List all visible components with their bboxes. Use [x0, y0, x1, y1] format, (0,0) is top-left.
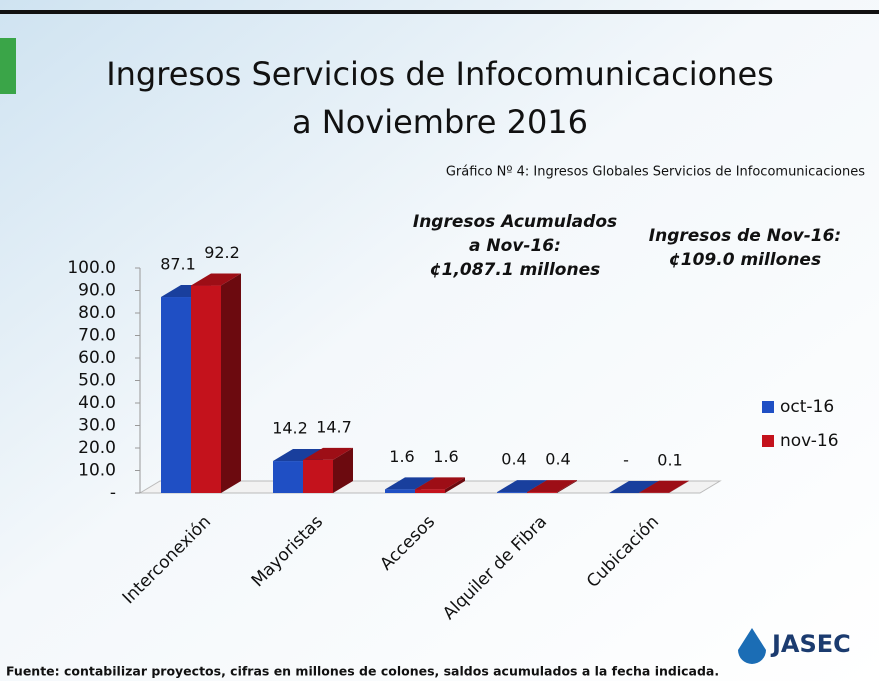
value-label: 14.7: [316, 417, 352, 436]
y-tick-label: 90.0: [78, 281, 116, 301]
value-label: 1.6: [389, 447, 414, 466]
logo-icon: [738, 628, 766, 664]
bar-top: [497, 480, 547, 493]
y-tick-label: 100.0: [67, 258, 116, 278]
bar-top: [639, 480, 689, 493]
accent-bar: [0, 38, 16, 94]
legend-swatch: [762, 401, 774, 413]
bar-side: [333, 447, 353, 493]
annotation-line: ¢109.0 millones: [669, 250, 821, 270]
annotation: Ingresos Acumulados a Nov-16: ¢1,087.1 m…: [413, 212, 841, 280]
y-tick-label: 80.0: [78, 303, 116, 323]
bar: [273, 461, 303, 493]
value-label: 0.4: [501, 450, 526, 469]
annotation-line: Ingresos Acumulados: [413, 212, 617, 232]
bar-top: [609, 481, 659, 493]
annotation-line: a Nov-16:: [469, 236, 561, 256]
title: Ingresos Servicios de Infocomunicaciones: [106, 55, 774, 93]
bar-side: [221, 273, 241, 493]
value-label: 14.2: [272, 419, 308, 438]
y-tick-label: 10.0: [78, 461, 116, 481]
bar-top: [527, 480, 577, 493]
bar: [415, 489, 445, 493]
footnote: Fuente: contabilizar proyectos, cifras e…: [6, 664, 719, 679]
bar: [527, 492, 557, 493]
value-label: -: [623, 451, 629, 470]
value-label: 92.2: [204, 243, 240, 262]
y-tick-label: 40.0: [78, 393, 116, 413]
subtitle: Gráfico Nº 4: Ingresos Globales Servicio…: [446, 165, 865, 180]
title: a Noviembre 2016: [292, 103, 588, 141]
y-tick-label: 30.0: [78, 416, 116, 436]
annotation-line: ¢1,087.1 millones: [430, 260, 600, 280]
y-tick-label: -: [110, 483, 116, 503]
value-label: 87.1: [160, 255, 196, 274]
bar-top: [415, 477, 465, 490]
bar-side: [557, 480, 577, 493]
bar-top: [303, 447, 353, 460]
bar: [161, 297, 191, 493]
logo: JASEC: [770, 630, 851, 658]
bar-side: [445, 477, 465, 493]
top-border: [0, 10, 879, 14]
bar-side: [669, 480, 689, 493]
bar: [497, 492, 527, 493]
bar-top: [273, 449, 323, 462]
bar-top: [191, 273, 241, 286]
y-tick-label: 60.0: [78, 348, 116, 368]
legend-label: nov-16: [780, 431, 839, 451]
y-tick-label: 50.0: [78, 371, 116, 391]
value-label: 0.1: [657, 450, 682, 469]
y-tick-label: 70.0: [78, 326, 116, 346]
value-label: 0.4: [545, 450, 570, 469]
bar: [191, 285, 221, 493]
bar: [385, 489, 415, 493]
legend-swatch: [762, 435, 774, 447]
bar-top: [385, 477, 435, 490]
legend-label: oct-16: [780, 397, 834, 417]
annotation-line: Ingresos de Nov-16:: [649, 226, 841, 246]
bar: [303, 459, 333, 493]
y-tick-label: 20.0: [78, 438, 116, 458]
value-label: 1.6: [433, 447, 458, 466]
